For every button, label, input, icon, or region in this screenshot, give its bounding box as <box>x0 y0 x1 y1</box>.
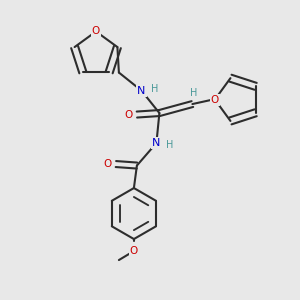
Text: O: O <box>124 110 133 119</box>
Text: O: O <box>211 94 219 104</box>
Text: H: H <box>151 84 159 94</box>
Text: O: O <box>92 26 100 37</box>
Text: N: N <box>152 138 160 148</box>
Text: H: H <box>190 88 198 98</box>
Text: H: H <box>166 140 174 149</box>
Text: O: O <box>130 246 138 256</box>
Text: O: O <box>103 159 112 169</box>
Text: N: N <box>137 85 146 95</box>
